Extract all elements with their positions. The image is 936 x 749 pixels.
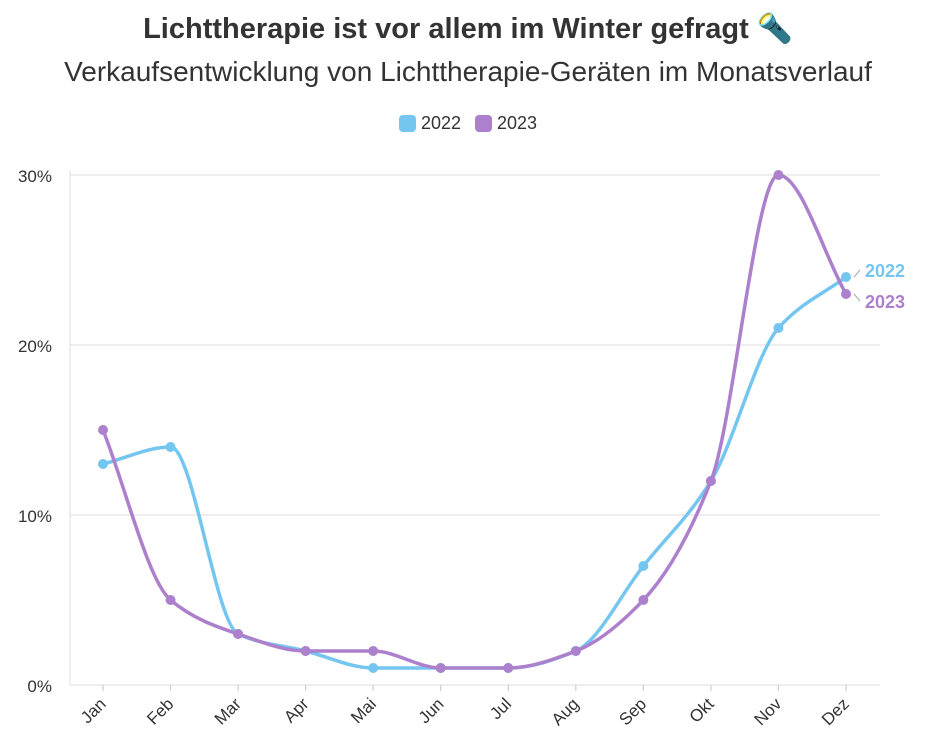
x-tick-label: Nov bbox=[750, 694, 785, 729]
data-point-2022 bbox=[368, 663, 379, 673]
x-tick-label: Dez bbox=[818, 694, 853, 729]
x-tick-label: Apr bbox=[280, 694, 312, 726]
legend-item-2023[interactable]: 2023 bbox=[475, 113, 537, 134]
data-point-2023 bbox=[98, 425, 108, 435]
x-tick-label: Jul bbox=[486, 694, 515, 723]
data-point-2022 bbox=[773, 323, 784, 333]
x-tick-label: Okt bbox=[686, 694, 718, 726]
x-tick-label: Jun bbox=[415, 694, 448, 727]
data-point-2023 bbox=[638, 595, 649, 605]
data-point-2023 bbox=[300, 646, 311, 656]
x-tick-label: Jan bbox=[77, 694, 110, 727]
series-line-2023 bbox=[101, 173, 848, 670]
x-tick-label: Mar bbox=[211, 694, 245, 728]
chart-subtitle: Verkaufsentwicklung von Lichttherapie-Ge… bbox=[64, 56, 872, 87]
data-point-2022 bbox=[638, 561, 649, 571]
data-point-2023 bbox=[570, 646, 581, 656]
chart-title: Lichttherapie ist vor allem im Winter ge… bbox=[143, 13, 793, 45]
legend-swatch-2023 bbox=[475, 115, 492, 132]
y-tick-label: 30% bbox=[18, 167, 52, 186]
y-tick-label: 10% bbox=[18, 507, 52, 526]
end-label-connector bbox=[853, 293, 861, 302]
legend-label-2023: 2023 bbox=[497, 113, 538, 133]
data-point-2022 bbox=[841, 272, 851, 282]
end-label-connector bbox=[853, 269, 861, 278]
data-point-2023 bbox=[503, 663, 514, 673]
legend-item-2022[interactable]: 2022 bbox=[398, 113, 461, 134]
data-point-2022 bbox=[98, 459, 108, 469]
x-tick-label: Sep bbox=[615, 694, 650, 729]
series-line-2022 bbox=[101, 275, 848, 670]
end-label-2022: 2022 bbox=[865, 261, 905, 281]
data-point-2023 bbox=[435, 663, 446, 673]
data-point-2023 bbox=[841, 289, 851, 299]
data-point-2023 bbox=[705, 476, 716, 486]
legend: 2022 2023 bbox=[0, 113, 936, 134]
data-point-2023 bbox=[233, 629, 244, 639]
data-point-2023 bbox=[165, 595, 176, 605]
legend-swatch-2022 bbox=[398, 115, 416, 132]
y-tick-label: 0% bbox=[27, 677, 52, 696]
x-tick-label: Feb bbox=[143, 694, 177, 728]
x-tick-label: Aug bbox=[548, 694, 583, 729]
legend-label-2022: 2022 bbox=[420, 113, 461, 133]
y-tick-label: 20% bbox=[18, 337, 52, 356]
x-tick-label: Mai bbox=[347, 694, 380, 727]
end-label-2023: 2023 bbox=[865, 292, 905, 312]
data-point-2023 bbox=[773, 170, 784, 180]
data-point-2023 bbox=[368, 646, 379, 656]
data-point-2022 bbox=[165, 442, 176, 452]
